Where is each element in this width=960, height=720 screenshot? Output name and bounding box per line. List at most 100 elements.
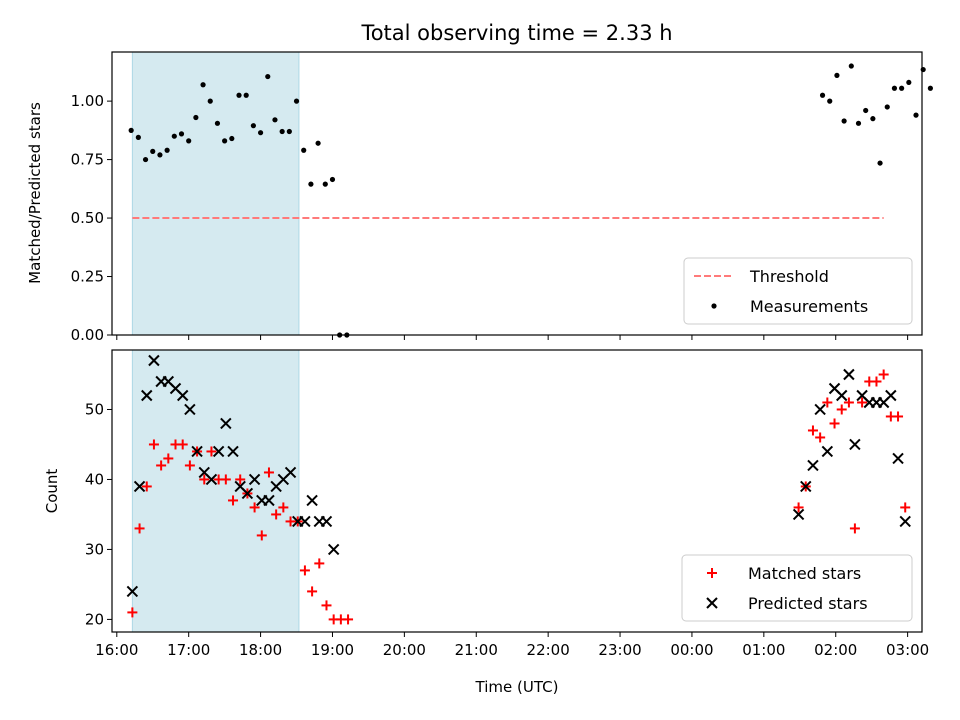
predicted-star-point [241,487,254,500]
measurement-point [891,85,898,91]
y-tick-label: 0.50 [71,209,104,227]
matched-star-point [134,523,145,534]
matched-star-point [871,376,882,387]
measurement-point [884,104,890,110]
measurement-point [229,135,235,142]
y-tick-label: 0.75 [71,151,104,169]
cross-b [821,445,834,458]
legend-predicted-label: Predicted stars [748,594,868,613]
matched-star-point [314,558,325,569]
cross-b [141,389,153,402]
cross-b [169,382,182,395]
measurement-point [841,118,847,124]
measurement-point [308,181,314,187]
cross-b [176,389,189,402]
predicted-star-point [320,515,333,528]
legend-measurements-swatch [711,303,717,309]
x-tick-label: 17:00 [167,641,210,659]
matched-star-point [256,530,267,541]
measurement-point [157,152,163,158]
matched-star-point [206,446,217,457]
measurement-point [834,72,840,78]
cross-b [306,494,318,507]
cross-b [814,403,826,416]
matched-star-point [235,474,246,485]
cross-b [828,382,841,395]
legend-matched-swatch [707,568,717,578]
x-tick-label: 20:00 [383,641,426,659]
predicted-star-point [885,389,897,402]
measurement-point [315,140,321,146]
legend-predicted-swatch [706,597,718,609]
x-tick-label: 21:00 [455,641,498,659]
measurement-point [193,114,199,121]
y-tick-label: 40 [85,470,104,488]
matched-star-point [857,397,868,408]
legend-measurements-label: Measurements [750,297,868,316]
predicted-star-point [248,473,261,486]
cross-b [320,515,333,528]
cross-b [227,445,239,458]
top-panel: 0.00 0.25 0.50 0.75 1.00 Threshold Measurement… [71,51,933,344]
measurement-point [200,82,206,88]
measurement-point [863,107,869,114]
measurement-point [286,128,292,135]
predicted-star-point [148,354,160,367]
measurement-point [301,147,307,153]
matched-star-point [249,502,260,513]
x-tick-label: 18:00 [239,641,282,659]
predicted-star-point [184,403,196,416]
predicted-star-point [176,389,189,402]
cross-b [706,597,718,609]
measurement-point [855,120,862,126]
cross-b [807,459,819,472]
x-tick-label: 23:00 [598,641,641,659]
cross-b [899,515,911,528]
bottom-legend: Matched stars Predicted stars [681,554,913,622]
cross-b [184,403,196,416]
predicted-star-point [126,585,139,598]
y-tick-label: 20 [85,610,104,628]
matched-star-point [278,502,289,513]
matched-star-point [141,481,152,492]
cross-b [263,494,275,507]
cross-b [327,543,340,556]
cross-b [856,389,868,402]
y-tick-label: 30 [85,540,104,558]
measurement-point [272,117,278,123]
y-tick-label: 1.00 [71,92,104,110]
predicted-star-point [212,445,225,458]
predicted-star-point [814,403,826,416]
predicted-star-point [821,445,834,458]
matched-star-point [321,600,332,611]
x-tick-label: 03:00 [886,641,929,659]
matched-star-point [807,425,818,436]
matched-star-point [228,495,239,506]
x-tick-label: 19:00 [311,641,354,659]
cross-b [126,585,139,598]
matched-star-point [263,467,274,478]
predicted-star-point [892,452,904,465]
cross-b [892,452,904,465]
measurement-point [877,160,883,166]
predicted-star-point [836,389,848,402]
matched-star-point [893,411,904,422]
predicted-star-point [327,543,340,556]
predicted-star-point [807,459,819,472]
matched-star-point [900,502,911,513]
measurement-point [920,66,926,73]
matched-star-point [822,397,833,408]
measurement-point [250,123,256,129]
matched-star-point [299,565,310,576]
matched-star-point [220,474,231,485]
matched-star-point [849,523,860,534]
cross-b [162,375,175,388]
measurement-point [214,120,221,126]
measurement-point [135,134,141,140]
cross-b [212,445,225,458]
x-tick-label: 02:00 [814,641,857,659]
measurement-point [906,79,912,86]
predicted-star-point [800,480,812,493]
matched-star-point [836,404,847,415]
y-tick-label: 0.00 [71,326,104,344]
